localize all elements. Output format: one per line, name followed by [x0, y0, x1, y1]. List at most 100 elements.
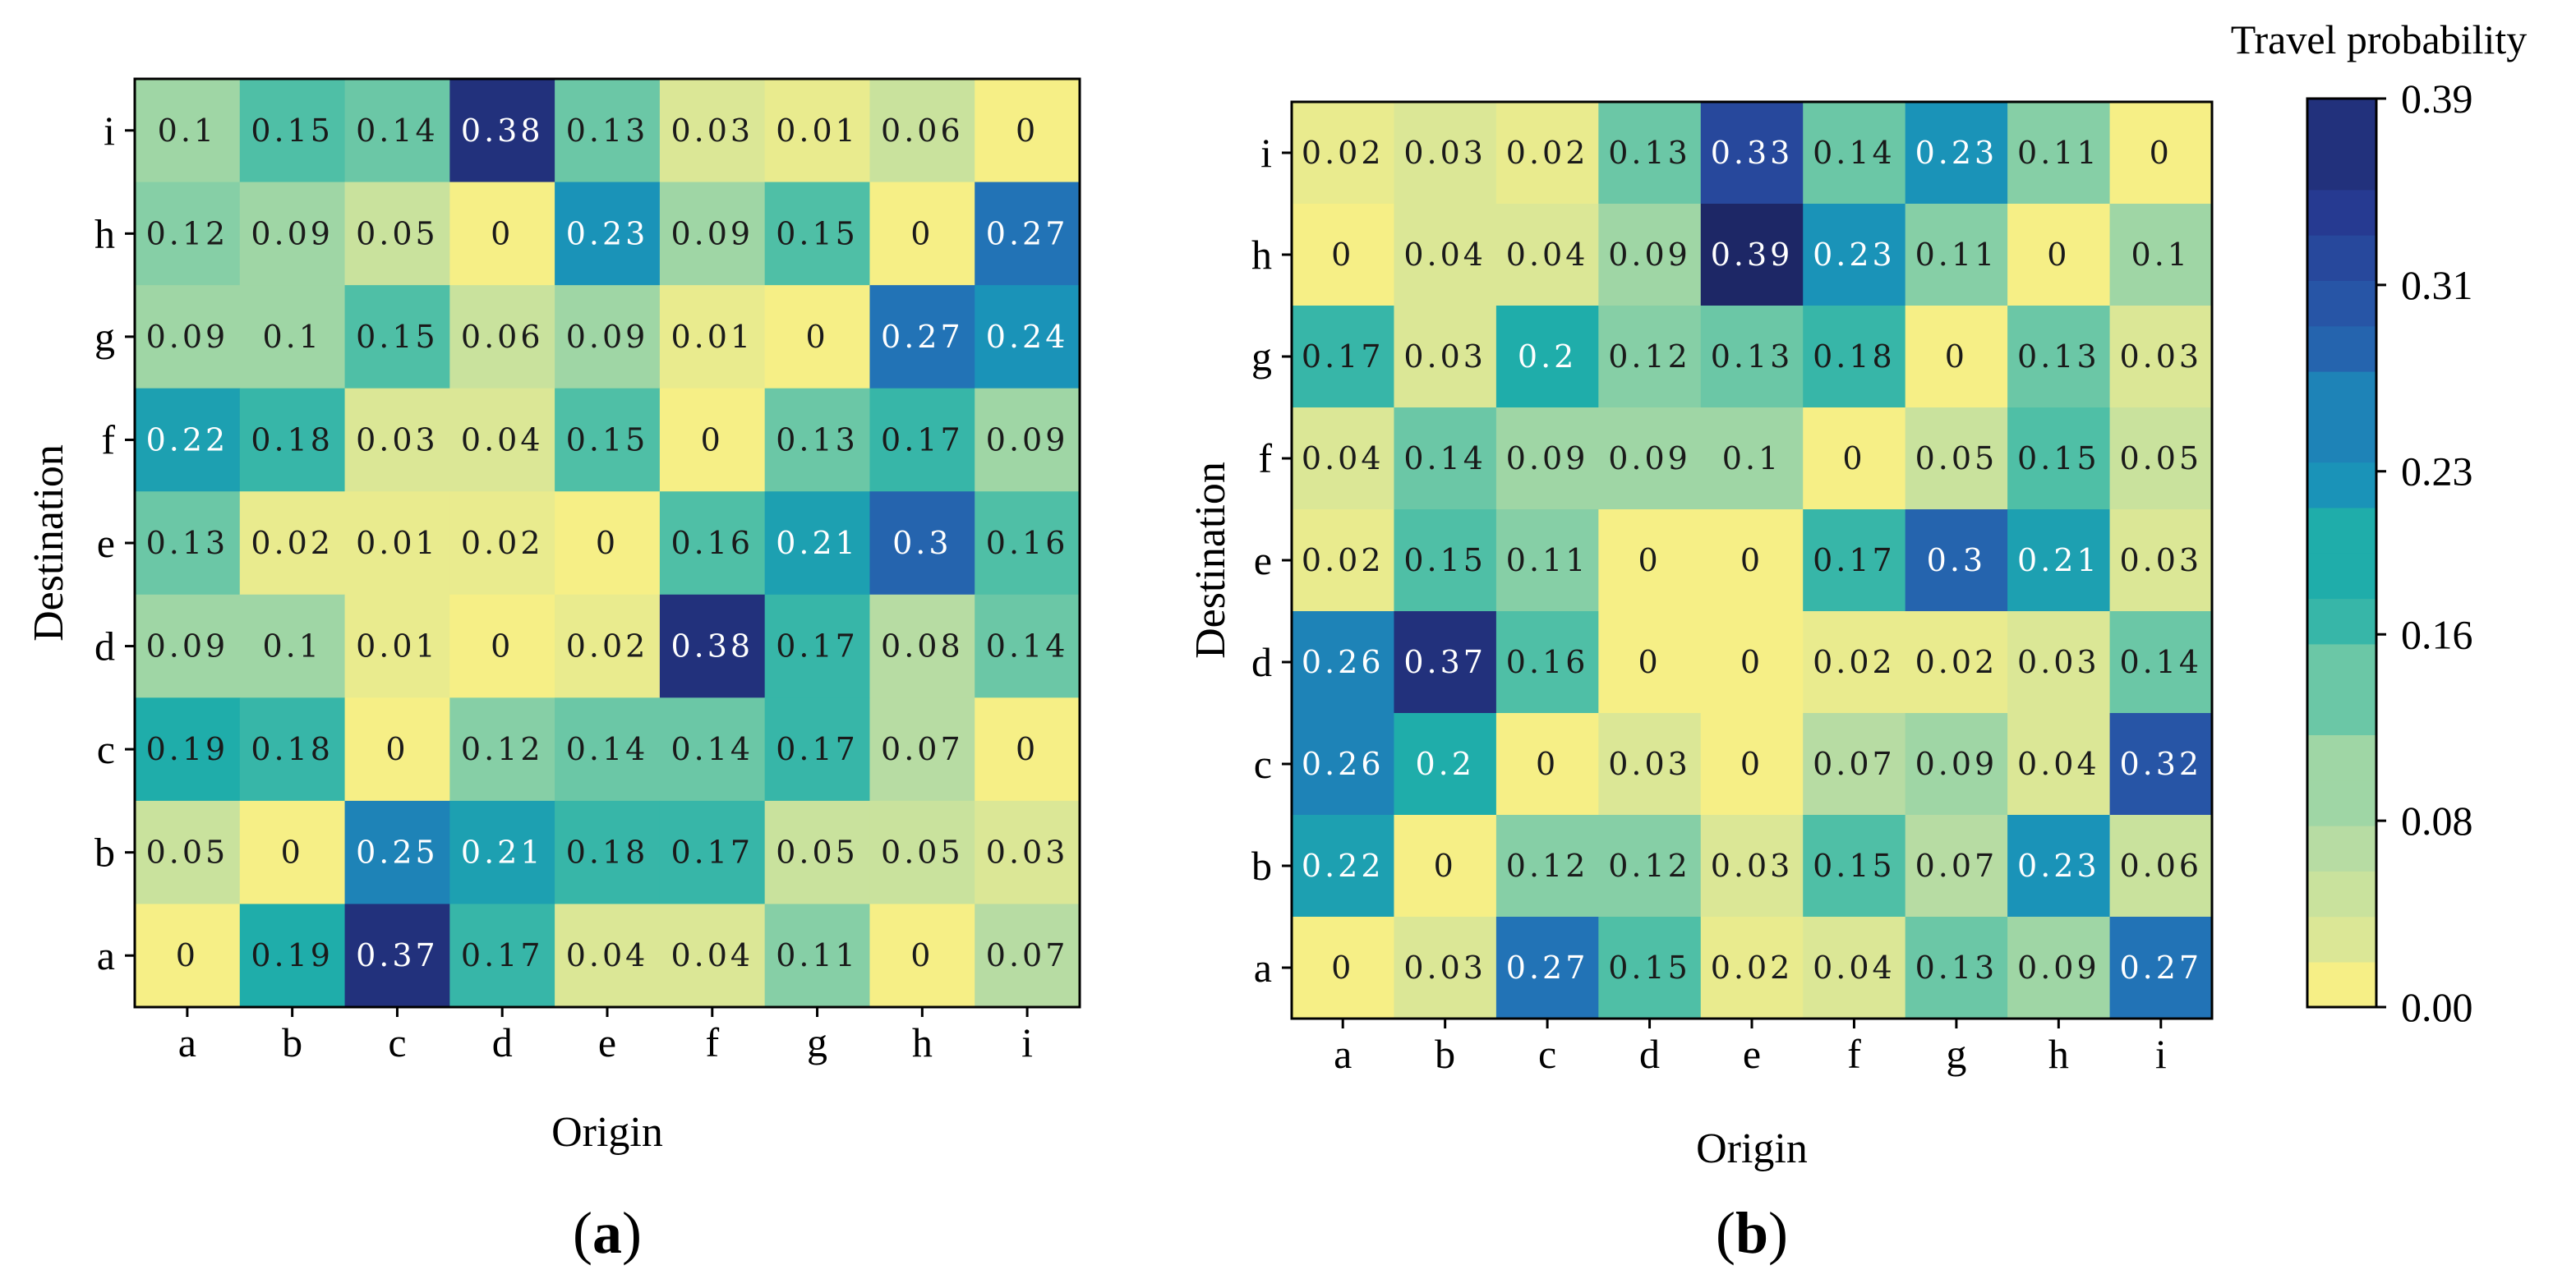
cell-value-label: 0.15 — [1608, 950, 1691, 986]
colorbar-segment — [2307, 688, 2376, 735]
colorbar-segment — [2307, 734, 2376, 781]
heatmap-cell — [1700, 917, 1804, 1019]
cell-value-label: 0.12 — [1608, 338, 1691, 375]
heatmap-cell — [869, 800, 975, 904]
cell-value-label: 0.17 — [881, 421, 964, 458]
heatmap-cell — [239, 388, 346, 492]
colorbar-segment — [2307, 961, 2376, 1008]
x-tick-label: b — [1435, 1031, 1455, 1077]
cell-value-label: 0.1 — [262, 319, 321, 355]
heatmap-cell — [135, 697, 241, 802]
colorbar-segment — [2307, 825, 2376, 872]
heatmap-cell — [2007, 917, 2111, 1019]
cell-value-label: 0.05 — [356, 215, 439, 251]
cell-value-label: 0.06 — [2119, 848, 2202, 884]
cell-value-label: 0.02 — [1813, 644, 1896, 680]
heatmap-cell — [1905, 713, 2008, 816]
cell-value-label: 0.06 — [461, 319, 544, 355]
heatmap-cell — [449, 800, 555, 904]
cell-value-label: 0.16 — [986, 525, 1069, 561]
cell-value-label: 0.14 — [986, 628, 1069, 665]
heatmap-cell — [1700, 306, 1804, 408]
cell-value-label: 0.04 — [1302, 440, 1385, 476]
heatmap-cell — [1905, 204, 2008, 306]
y-tick-label: b — [1251, 843, 1272, 889]
heatmap-cell — [1495, 815, 1599, 918]
y-tick-label: g — [1251, 334, 1272, 380]
x-tick-label: g — [807, 1019, 827, 1065]
panel-label-close: ) — [622, 1200, 642, 1266]
cell-value-label: 0.25 — [356, 835, 439, 871]
cell-value-label: 0.17 — [1813, 542, 1896, 578]
heatmap-cell — [344, 491, 450, 596]
cell-value-label: 0.09 — [986, 421, 1069, 458]
cell-value-label: 0.04 — [566, 937, 649, 973]
colorbar-segment — [2307, 416, 2376, 463]
heatmap-cell — [2109, 204, 2213, 306]
heatmap-cell — [2007, 509, 2111, 612]
heatmap-cell — [975, 285, 1081, 389]
cell-value-label: 0 — [281, 835, 304, 871]
cell-value-label: 0.13 — [1711, 338, 1794, 375]
heatmap-cell — [975, 697, 1081, 802]
heatmap-cell — [1700, 204, 1804, 306]
heatmap-cell — [239, 800, 346, 904]
x-tick-label: h — [2048, 1031, 2069, 1077]
heatmap-cell — [344, 79, 450, 183]
heatmap-cell — [449, 594, 555, 698]
panel-label-open: ( — [1716, 1200, 1735, 1266]
cell-value-label: 0.17 — [670, 835, 753, 871]
heatmap-cell — [1700, 102, 1804, 205]
heatmap-cell — [659, 79, 766, 183]
heatmap-cell — [764, 800, 870, 904]
cell-value-label: 0.07 — [1915, 848, 1998, 884]
cell-value-label: 0.08 — [881, 628, 964, 665]
cell-value-label: 0.16 — [670, 525, 753, 561]
cell-value-label: 0 — [1331, 950, 1354, 986]
colorbar-segment — [2307, 780, 2376, 826]
cell-value-label: 0.18 — [1813, 338, 1896, 375]
heatmap-cell — [1905, 306, 2008, 408]
colorbar-segment — [2307, 643, 2376, 690]
cell-value-label: 0 — [701, 421, 724, 458]
cell-value-label: 0.11 — [1915, 237, 1998, 273]
heatmap-cell — [555, 182, 661, 286]
heatmap-cell — [449, 285, 555, 389]
cell-value-label: 0.13 — [566, 113, 649, 149]
cell-value-label: 0.15 — [1813, 848, 1896, 884]
x-tick-label: a — [1334, 1031, 1352, 1077]
cell-value-label: 0.2 — [1518, 338, 1577, 375]
heatmap-cell — [1292, 407, 1394, 510]
heatmap-cell — [2109, 102, 2213, 205]
heatmap-cell — [1394, 204, 1497, 306]
y-tick-label: a — [1254, 945, 1272, 991]
cell-value-label: 0.03 — [1403, 338, 1486, 375]
heatmap-cell — [555, 904, 661, 1008]
heatmap-cell — [449, 491, 555, 596]
panel-label-letter: a — [592, 1200, 622, 1266]
x-tick-label: i — [2155, 1031, 2167, 1077]
heatmap-cell — [1394, 917, 1497, 1019]
cell-value-label: 0.09 — [251, 215, 334, 251]
heatmap-cell — [2109, 509, 2213, 612]
cell-value-label: 0.17 — [776, 731, 859, 767]
colorbar-tick-label: 0.08 — [2401, 798, 2473, 844]
cell-value-label: 0.07 — [881, 731, 964, 767]
heatmap-cell — [1292, 102, 1394, 205]
colorbar: Travel probability 0.39 0.31 0.23 0.16 0.08 0… — [2231, 16, 2528, 1030]
cell-value-label: 0.03 — [1403, 950, 1486, 986]
cell-value-label: 0.33 — [1711, 135, 1794, 171]
heatmap-cell — [1394, 407, 1497, 510]
heatmap-cell — [1495, 102, 1599, 205]
y-tick-label: d — [1251, 639, 1272, 685]
cell-value-label: 0.16 — [1506, 644, 1589, 680]
cell-value-label: 0 — [1434, 848, 1457, 884]
colorbar-tick-label: 0.39 — [2401, 76, 2473, 122]
cell-value-label: 0.03 — [1711, 848, 1794, 884]
heatmap-cell — [555, 79, 661, 183]
heatmap-cell — [1803, 917, 1906, 1019]
heatmap-cell — [1700, 407, 1804, 510]
heatmap-cell — [659, 904, 766, 1008]
cell-value-label: 0.3 — [892, 525, 952, 561]
heatmap-cell — [2007, 407, 2111, 510]
